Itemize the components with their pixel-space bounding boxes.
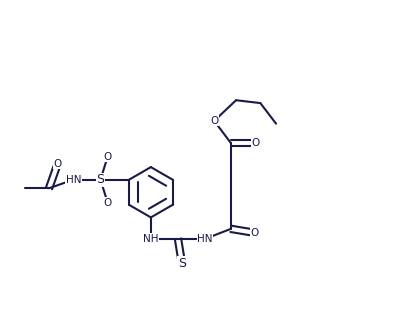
Text: HN: HN bbox=[197, 234, 213, 244]
Text: O: O bbox=[251, 228, 259, 238]
Text: O: O bbox=[251, 138, 260, 148]
Text: O: O bbox=[104, 152, 112, 162]
Text: O: O bbox=[210, 116, 218, 126]
Text: O: O bbox=[54, 159, 62, 169]
Text: S: S bbox=[178, 257, 186, 270]
Text: HN: HN bbox=[66, 175, 81, 185]
Text: NH: NH bbox=[143, 234, 159, 244]
Text: O: O bbox=[104, 198, 112, 208]
Text: S: S bbox=[96, 173, 104, 186]
